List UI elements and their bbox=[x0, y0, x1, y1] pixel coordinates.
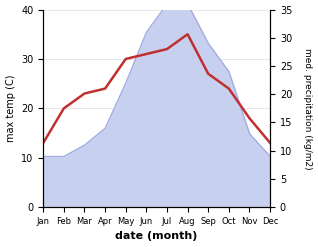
Y-axis label: max temp (C): max temp (C) bbox=[5, 75, 16, 142]
Y-axis label: med. precipitation (kg/m2): med. precipitation (kg/m2) bbox=[303, 48, 313, 169]
X-axis label: date (month): date (month) bbox=[115, 231, 198, 242]
